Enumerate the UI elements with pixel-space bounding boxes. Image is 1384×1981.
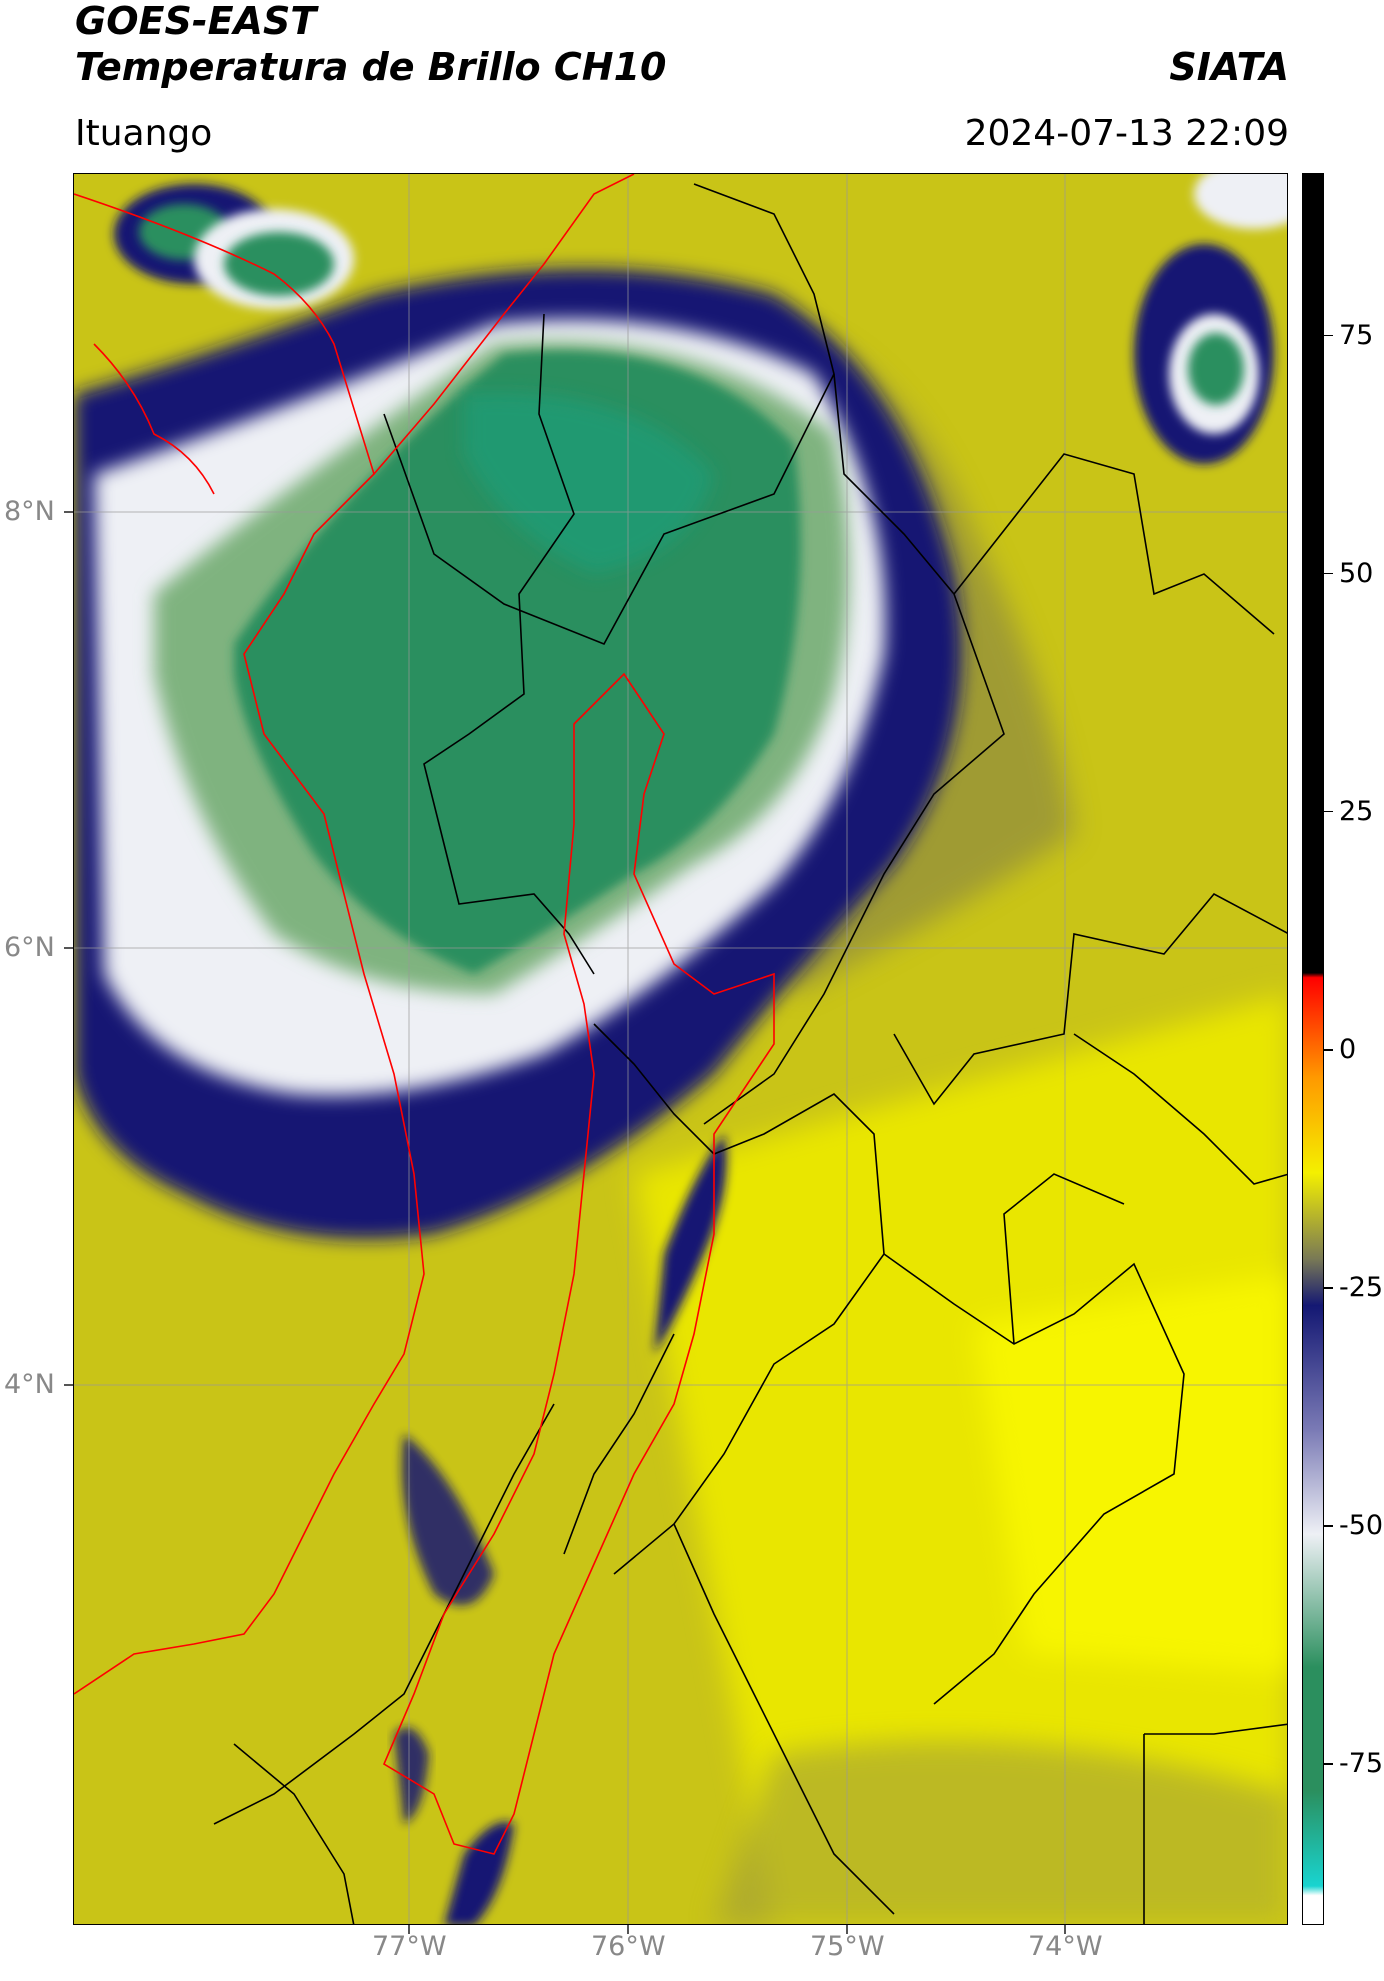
- lat-tick-4: [64, 1384, 73, 1386]
- map-panel[interactable]: [73, 173, 1288, 1925]
- lon-label-77: 77°W: [372, 1931, 447, 1962]
- lon-tick-74: [1064, 1925, 1066, 1934]
- lon-tick-75: [846, 1925, 848, 1934]
- lon-label-74: 74°W: [1028, 1931, 1103, 1962]
- brand-label: SIATA: [1169, 45, 1289, 89]
- colorbar-tick: [1324, 572, 1333, 575]
- lon-tick-77: [408, 1925, 410, 1934]
- title-line-1: GOES-EAST: [75, 0, 317, 43]
- lat-label-6: 6°N: [4, 932, 55, 963]
- highlight-boundary: [74, 174, 775, 1855]
- map-canvas: [74, 174, 1287, 1924]
- lon-label-75: 75°W: [810, 1931, 885, 1962]
- colorbar-tick-label: 50: [1339, 557, 1374, 589]
- lat-label-4: 4°N: [4, 1369, 55, 1400]
- department-borders: [213, 183, 1287, 1924]
- colorbar-tick: [1324, 1049, 1333, 1051]
- gridlines: [74, 174, 1287, 1924]
- colorbar-tick-label: -50: [1339, 1510, 1384, 1542]
- lat-tick-8: [64, 511, 73, 513]
- colorbar-tick: [1324, 334, 1333, 337]
- storm-coldest-core: [464, 393, 714, 574]
- streak-south-2: [394, 1727, 429, 1824]
- region-label: Ituango: [75, 113, 213, 154]
- colorbar-tick-label: -75: [1339, 1748, 1384, 1780]
- streak-central: [654, 1134, 727, 1354]
- title-line-2: Temperatura de Brillo CH10: [75, 45, 667, 89]
- lat-tick-6: [64, 947, 73, 949]
- cell-north-east-core: [1188, 333, 1244, 405]
- colorbar-tick: [1324, 1287, 1333, 1289]
- colorbar-tick-label: -25: [1339, 1272, 1384, 1304]
- timestamp-label: 2024-07-13 22:09: [964, 113, 1289, 154]
- colorbar-tick-label: 75: [1339, 319, 1374, 351]
- warm-region: [634, 994, 1287, 1924]
- streak-south-west: [402, 1434, 494, 1606]
- colorbar-tick-label: 0: [1339, 1034, 1357, 1065]
- lon-tick-76: [627, 1925, 629, 1934]
- lon-label-76: 76°W: [591, 1931, 666, 1962]
- cell-north-center-core: [224, 232, 334, 296]
- colorbar-tick: [1324, 1525, 1333, 1527]
- colorbar-tick: [1324, 1763, 1333, 1765]
- colorbar: [1302, 173, 1324, 1925]
- cell-corner: [1194, 174, 1287, 229]
- colorbar-tick: [1324, 810, 1333, 813]
- lat-label-8: 8°N: [4, 496, 55, 527]
- colorbar-tick-label: 25: [1339, 795, 1374, 827]
